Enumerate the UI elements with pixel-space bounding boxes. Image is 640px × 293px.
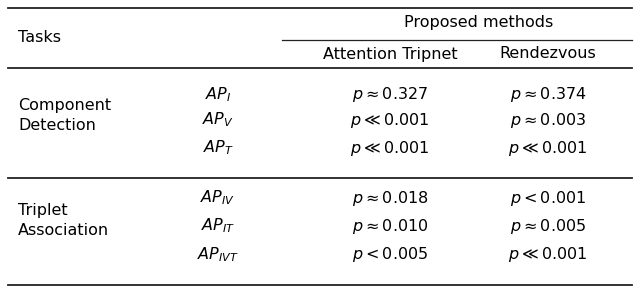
Text: $p \ll 0.001$: $p \ll 0.001$ <box>508 139 588 158</box>
Text: $p < 0.001$: $p < 0.001$ <box>510 188 586 207</box>
Text: Triplet
Association: Triplet Association <box>18 203 109 238</box>
Text: $AP_T$: $AP_T$ <box>202 139 234 157</box>
Text: Tasks: Tasks <box>18 30 61 45</box>
Text: $p \ll 0.001$: $p \ll 0.001$ <box>350 110 430 130</box>
Text: $AP_I$: $AP_I$ <box>205 86 231 104</box>
Text: Attention Tripnet: Attention Tripnet <box>323 47 458 62</box>
Text: $p \ll 0.001$: $p \ll 0.001$ <box>508 246 588 265</box>
Text: $p \ll 0.001$: $p \ll 0.001$ <box>350 139 430 158</box>
Text: $p \approx 0.010$: $p \approx 0.010$ <box>352 217 428 236</box>
Text: $p \approx 0.327$: $p \approx 0.327$ <box>352 86 428 105</box>
Text: Component
Detection: Component Detection <box>18 98 111 133</box>
Text: $p < 0.005$: $p < 0.005$ <box>352 246 428 265</box>
Text: $AP_{IV}$: $AP_{IV}$ <box>200 189 236 207</box>
Text: $p \approx 0.003$: $p \approx 0.003$ <box>510 110 586 130</box>
Text: Rendezvous: Rendezvous <box>500 47 596 62</box>
Text: $p \approx 0.005$: $p \approx 0.005$ <box>510 217 586 236</box>
Text: $p \approx 0.018$: $p \approx 0.018$ <box>352 188 428 207</box>
Text: $AP_{IVT}$: $AP_{IVT}$ <box>197 246 239 264</box>
Text: Proposed methods: Proposed methods <box>404 14 554 30</box>
Text: $p \approx 0.374$: $p \approx 0.374$ <box>509 86 586 105</box>
Text: $AP_V$: $AP_V$ <box>202 111 234 129</box>
Text: $AP_{IT}$: $AP_{IT}$ <box>201 217 235 235</box>
